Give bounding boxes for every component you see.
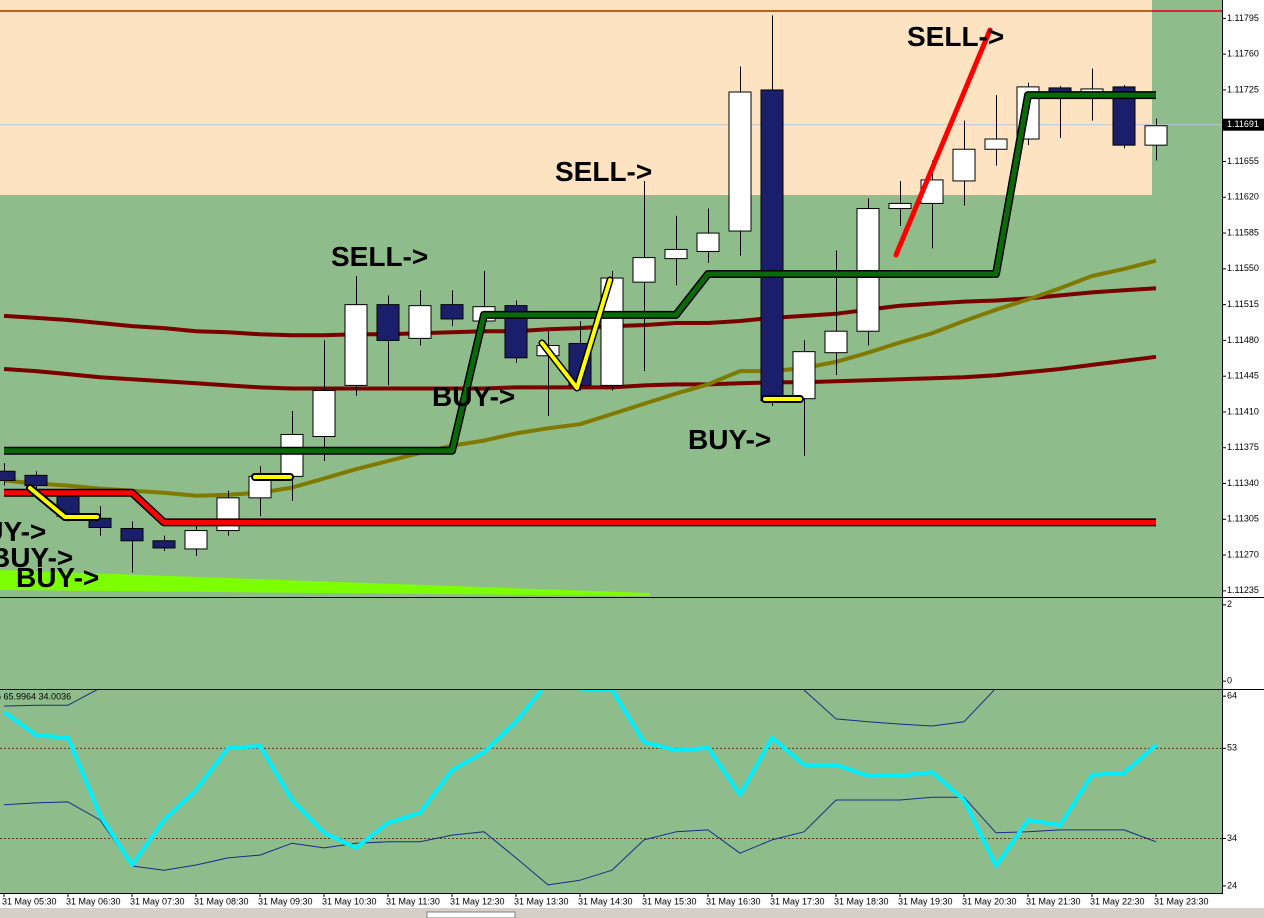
lines-over [4,91,1156,527]
candle-body [344,304,368,386]
indicator-line [2,690,1158,868]
y-tick-label: 1.11795 [1227,13,1259,23]
y-tick-label: 1.11585 [1227,227,1259,237]
y-tick-label: 1.11620 [1227,192,1259,202]
price-tag-label: 1.11691 [1227,119,1259,129]
candle-body [1144,125,1168,146]
x-tick-label: 31 May 18:30 [834,896,889,906]
oscillator-panel: 646 65.9964 34.0036 [0,690,1222,886]
indicator-line [3,690,995,727]
indicator-line [3,258,1157,498]
annotation: BUY-> [0,516,46,547]
y-tick-label: 53 [1227,743,1237,753]
indicator-line [3,796,1157,886]
annotation: BUY-> [16,562,99,593]
candle-body [0,470,16,481]
candle-body [984,138,1008,150]
x-tick-label: 31 May 16:30 [706,896,761,906]
x-tick-label: 31 May 17:30 [770,896,825,906]
annotation: SELL-> [907,21,1004,52]
y-tick-label: 1.11305 [1227,514,1259,524]
y-tick-label: 1.11725 [1227,84,1259,94]
annotation: BUY-> [0,542,73,573]
x-tick-label: 31 May 14:30 [578,896,633,906]
indicator-line [4,490,1156,525]
x-tick-label: 31 May 20:30 [962,896,1017,906]
indicator-legend: 646 65.9964 34.0036 [0,691,71,701]
x-tick-label: 31 May 15:30 [642,896,697,906]
candle-body [664,248,688,260]
candle-body [152,540,176,549]
candle-body [408,305,432,339]
candle-body [1112,86,1136,146]
candle-body [856,208,880,332]
y-tick-label: 1.11550 [1227,263,1259,273]
y-tick-label: 1.11270 [1227,549,1259,559]
candle-body [792,351,816,400]
x-tick-label: 31 May 11:30 [386,896,440,906]
x-tick-label: 31 May 22:30 [1090,896,1145,906]
y-tick-label: 1.11235 [1227,585,1259,595]
candle-body [696,232,720,252]
candle-body [632,257,656,283]
annotation: BUY-> [432,381,515,412]
y-tick-label: 1.11340 [1227,478,1259,488]
x-tick-label: 31 May 21:30 [1026,896,1081,906]
marker [893,27,993,258]
x-tick-label: 31 May 06:30 [66,896,121,906]
x-tick-label: 31 May 07:30 [130,896,185,906]
x-tick-label: 31 May 05:30 [2,896,57,906]
y-tick-label: 1.11375 [1227,442,1259,452]
y-tick-label: 1.11655 [1227,156,1259,166]
annotation: BUY-> [688,424,771,455]
axes: 31 May 05:30 31 May 06:30 31 May 07:30 31 M… [2,13,1264,906]
candle-body [952,148,976,182]
x-tick-label: 31 May 23:30 [1154,896,1209,906]
y-tick-label: 64 [1227,691,1237,701]
annotation: SELL-> [331,241,428,272]
main-panel: SELL->SELL->SELL->BUY->BUY->BUY->BUY->BU… [0,0,1222,596]
price-tag [1222,118,1264,131]
y-tick-label: 2 [1227,599,1232,609]
candle-body [376,304,400,341]
y-tick-label: 1.11480 [1227,335,1259,345]
marker [28,486,99,519]
signal-band [0,570,650,596]
tab[interactable] [426,911,516,918]
candle-body [280,433,304,477]
annotation: SELL-> [555,156,652,187]
candle-body [888,202,912,210]
y-tick-label: 1.11445 [1227,371,1259,381]
y-tick-label: 0 [1227,676,1232,686]
candle-body [24,474,48,487]
x-tick-label: 31 May 19:30 [898,896,953,906]
indicator-line [4,92,1156,454]
y-tick-label: 34 [1227,833,1237,843]
y-tick-label: 1.11760 [1227,49,1259,59]
x-tick-label: 31 May 12:30 [450,896,505,906]
candle-body [312,390,336,438]
candle-body [120,528,144,542]
x-tick-label: 31 May 10:30 [322,896,377,906]
x-tick-label: 31 May 13:30 [514,896,569,906]
y-tick-label: 1.11410 [1227,406,1259,416]
candle-body [728,91,752,232]
y-tick-label: 24 [1227,880,1237,890]
candle-body [760,89,784,402]
candle-body [440,304,464,320]
x-tick-label: 31 May 08:30 [194,896,249,906]
oscillator-lines: 646 65.9964 34.0036 [0,690,1222,886]
annotations: SELL->SELL->SELL->BUY->BUY->BUY->BUY->BU… [0,21,1004,593]
candle-body [184,530,208,550]
signal-markers [26,27,993,521]
tab-bar [0,908,1264,918]
marker [540,278,612,390]
candle-body [824,330,848,354]
x-tick-label: 31 May 09:30 [258,896,313,906]
y-tick-label: 1.11515 [1227,299,1259,309]
